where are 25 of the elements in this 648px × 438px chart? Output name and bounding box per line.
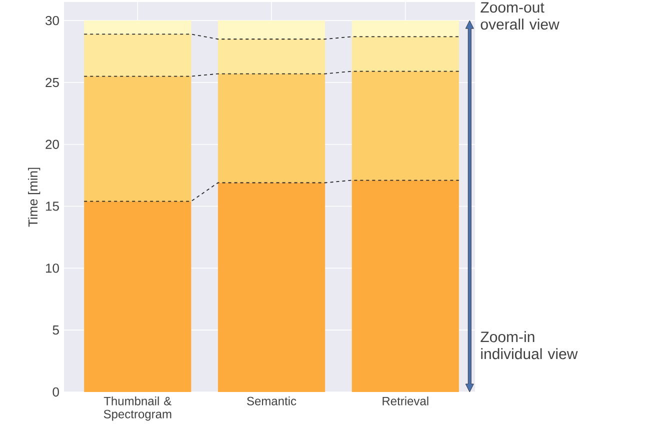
y-tick-label: 30 (46, 16, 59, 26)
x-tick-label: Semantic (247, 396, 296, 406)
y-tick-label: 20 (46, 140, 59, 149)
x-tick-label: Thumbnail & Spectrogram (104, 396, 172, 421)
x-tick-label: Retrieval (382, 396, 428, 406)
bar (84, 34, 192, 76)
y-tick-label: 10 (46, 264, 59, 273)
y-tick-label: 25 (46, 78, 59, 88)
y-tick-label: 15 (46, 202, 59, 211)
bar (352, 71, 459, 180)
bar (84, 201, 192, 392)
text: Zoom-in individual view (480, 331, 578, 360)
y-tick-label: 0 (52, 387, 59, 397)
y-tick-label: 5 (52, 326, 59, 335)
bar (218, 20, 326, 40)
bar (84, 20, 192, 34)
bar (352, 180, 459, 392)
bar (352, 20, 459, 37)
bar (218, 39, 326, 74)
y-axis-title: Time [min] (28, 168, 40, 227)
bar (84, 76, 192, 202)
bar (352, 36, 459, 72)
bar (218, 182, 326, 392)
text: Zoom-out overall view (480, 2, 560, 30)
bar (218, 74, 326, 183)
